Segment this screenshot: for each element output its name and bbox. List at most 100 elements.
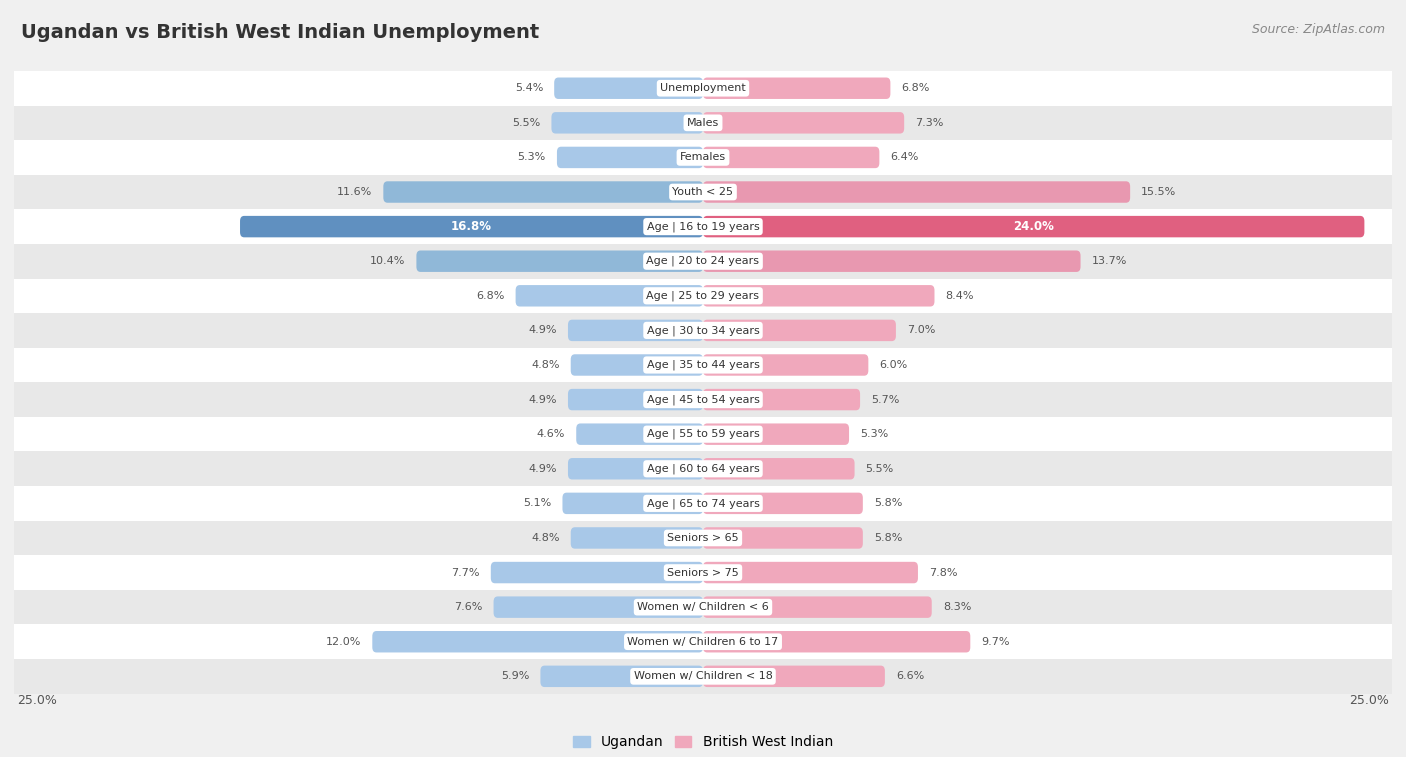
Text: 6.8%: 6.8% [477,291,505,301]
Bar [14,521,1392,555]
Text: Age | 60 to 64 years: Age | 60 to 64 years [647,463,759,474]
Text: Females: Females [681,152,725,163]
Text: Males: Males [688,118,718,128]
Text: 10.4%: 10.4% [370,256,405,266]
FancyBboxPatch shape [703,527,863,549]
FancyBboxPatch shape [703,319,896,341]
FancyBboxPatch shape [703,562,918,584]
FancyBboxPatch shape [240,216,703,238]
FancyBboxPatch shape [416,251,703,272]
Text: 7.6%: 7.6% [454,602,482,612]
FancyBboxPatch shape [703,423,849,445]
Text: Age | 25 to 29 years: Age | 25 to 29 years [647,291,759,301]
Bar [14,555,1392,590]
Bar [14,347,1392,382]
Bar [14,417,1392,451]
Bar [14,210,1392,244]
FancyBboxPatch shape [703,597,932,618]
FancyBboxPatch shape [568,319,703,341]
Bar [14,105,1392,140]
Text: 7.0%: 7.0% [907,326,935,335]
Text: 4.9%: 4.9% [529,326,557,335]
Text: 7.7%: 7.7% [451,568,479,578]
Text: Age | 35 to 44 years: Age | 35 to 44 years [647,360,759,370]
Text: Ugandan vs British West Indian Unemployment: Ugandan vs British West Indian Unemploym… [21,23,540,42]
Bar [14,451,1392,486]
Legend: Ugandan, British West Indian: Ugandan, British West Indian [568,730,838,755]
Text: 16.8%: 16.8% [451,220,492,233]
Text: 6.4%: 6.4% [890,152,918,163]
Text: 4.9%: 4.9% [529,394,557,404]
Text: Age | 30 to 34 years: Age | 30 to 34 years [647,326,759,335]
Bar [14,279,1392,313]
Bar [14,140,1392,175]
FancyBboxPatch shape [703,285,935,307]
Bar [14,244,1392,279]
Text: Age | 20 to 24 years: Age | 20 to 24 years [647,256,759,266]
FancyBboxPatch shape [551,112,703,133]
FancyBboxPatch shape [703,389,860,410]
Text: 5.8%: 5.8% [875,498,903,509]
FancyBboxPatch shape [703,354,869,375]
Text: 6.0%: 6.0% [879,360,908,370]
Text: 6.8%: 6.8% [901,83,929,93]
FancyBboxPatch shape [703,665,884,687]
Text: 8.3%: 8.3% [943,602,972,612]
Bar [14,659,1392,693]
Text: 6.6%: 6.6% [896,671,924,681]
Text: Women w/ Children < 18: Women w/ Children < 18 [634,671,772,681]
Text: 9.7%: 9.7% [981,637,1010,646]
Text: 13.7%: 13.7% [1091,256,1128,266]
Text: 4.6%: 4.6% [537,429,565,439]
FancyBboxPatch shape [516,285,703,307]
Text: 7.3%: 7.3% [915,118,943,128]
Text: 5.4%: 5.4% [515,83,543,93]
FancyBboxPatch shape [571,527,703,549]
Bar [14,175,1392,210]
Text: Women w/ Children 6 to 17: Women w/ Children 6 to 17 [627,637,779,646]
Text: Unemployment: Unemployment [661,83,745,93]
FancyBboxPatch shape [703,181,1130,203]
FancyBboxPatch shape [540,665,703,687]
FancyBboxPatch shape [568,458,703,479]
Text: 5.3%: 5.3% [860,429,889,439]
Bar [14,590,1392,625]
FancyBboxPatch shape [554,77,703,99]
Bar [14,486,1392,521]
FancyBboxPatch shape [703,631,970,653]
Text: 24.0%: 24.0% [1014,220,1054,233]
FancyBboxPatch shape [703,77,890,99]
FancyBboxPatch shape [703,112,904,133]
Text: 5.5%: 5.5% [866,464,894,474]
Bar [14,382,1392,417]
FancyBboxPatch shape [557,147,703,168]
Text: Source: ZipAtlas.com: Source: ZipAtlas.com [1251,23,1385,36]
FancyBboxPatch shape [703,493,863,514]
FancyBboxPatch shape [703,251,1081,272]
Text: 8.4%: 8.4% [945,291,974,301]
Text: Age | 65 to 74 years: Age | 65 to 74 years [647,498,759,509]
Text: 5.5%: 5.5% [512,118,540,128]
Text: Seniors > 65: Seniors > 65 [668,533,738,543]
Text: 5.1%: 5.1% [523,498,551,509]
FancyBboxPatch shape [703,216,1364,238]
FancyBboxPatch shape [562,493,703,514]
Text: Seniors > 75: Seniors > 75 [666,568,740,578]
Text: 12.0%: 12.0% [326,637,361,646]
Text: Age | 45 to 54 years: Age | 45 to 54 years [647,394,759,405]
Text: 4.9%: 4.9% [529,464,557,474]
Bar [14,625,1392,659]
Text: Age | 16 to 19 years: Age | 16 to 19 years [647,221,759,232]
Text: 4.8%: 4.8% [531,533,560,543]
Text: Age | 55 to 59 years: Age | 55 to 59 years [647,429,759,439]
FancyBboxPatch shape [576,423,703,445]
Text: 5.9%: 5.9% [501,671,530,681]
FancyBboxPatch shape [494,597,703,618]
FancyBboxPatch shape [703,458,855,479]
Text: 11.6%: 11.6% [337,187,373,197]
Bar [14,71,1392,105]
FancyBboxPatch shape [571,354,703,375]
Text: Women w/ Children < 6: Women w/ Children < 6 [637,602,769,612]
FancyBboxPatch shape [491,562,703,584]
FancyBboxPatch shape [568,389,703,410]
